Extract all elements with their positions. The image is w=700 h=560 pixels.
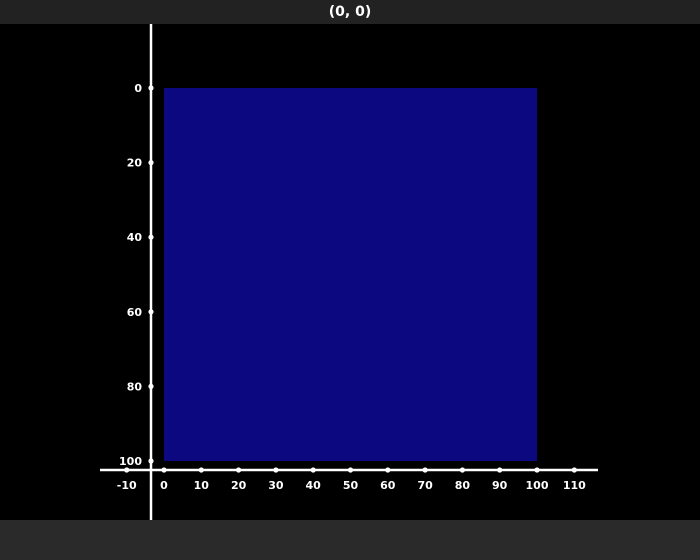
title-bar: (0, 0)	[0, 0, 700, 24]
x-tick-label: 100	[526, 479, 549, 492]
y-tick-label: 0	[134, 82, 142, 95]
x-tick-label: 110	[563, 479, 586, 492]
x-tick-dot	[124, 467, 130, 473]
x-tick-dot	[497, 467, 503, 473]
plot-canvas[interactable]: -10 0 10 20 30 40 50 60 70 80 90 100 110 0 20 40 60 80 100	[0, 24, 700, 520]
x-tick-label: 40	[306, 479, 322, 492]
y-tick-label: 40	[127, 231, 143, 244]
x-tick-label: 70	[417, 479, 433, 492]
y-tick-label: 100	[119, 455, 142, 468]
rectangle-shape[interactable]	[164, 88, 537, 461]
y-tick-label: 80	[127, 380, 143, 393]
x-tick-dot	[161, 467, 167, 473]
x-tick-label: 90	[492, 479, 508, 492]
x-tick-dot	[534, 467, 540, 473]
x-tick-dot	[571, 467, 577, 473]
x-tick-label: 50	[343, 479, 359, 492]
y-tick-dot	[148, 383, 154, 389]
plot-svg: -10 0 10 20 30 40 50 60 70 80 90 100 110 0 20 40 60 80 100	[100, 24, 598, 520]
x-tick-label: 60	[380, 479, 396, 492]
y-tick-dot	[148, 234, 154, 240]
x-tick-dot	[459, 467, 465, 473]
x-tick-label: 80	[455, 479, 471, 492]
x-tick-dot	[236, 467, 242, 473]
x-tick-label: 20	[231, 479, 247, 492]
y-tick-dot	[148, 85, 154, 91]
coordinate-readout: (0, 0)	[328, 4, 372, 20]
x-tick-label: -10	[117, 479, 137, 492]
x-tick-label: 10	[194, 479, 210, 492]
y-tick-label: 60	[127, 306, 143, 319]
x-tick-dot	[422, 467, 428, 473]
x-tick-dot	[347, 467, 354, 473]
y-tick-dot	[148, 309, 154, 315]
x-tick-dot	[310, 467, 316, 473]
bottom-bar	[0, 520, 700, 560]
x-tick-dot	[273, 467, 279, 473]
y-tick-dot	[148, 160, 154, 166]
y-tick-dot	[148, 458, 154, 464]
x-tick-dot	[198, 467, 204, 473]
y-tick-label: 20	[127, 157, 143, 170]
x-tick-label: 0	[160, 479, 168, 492]
x-tick-dot	[385, 467, 391, 473]
x-tick-label: 30	[268, 479, 284, 492]
